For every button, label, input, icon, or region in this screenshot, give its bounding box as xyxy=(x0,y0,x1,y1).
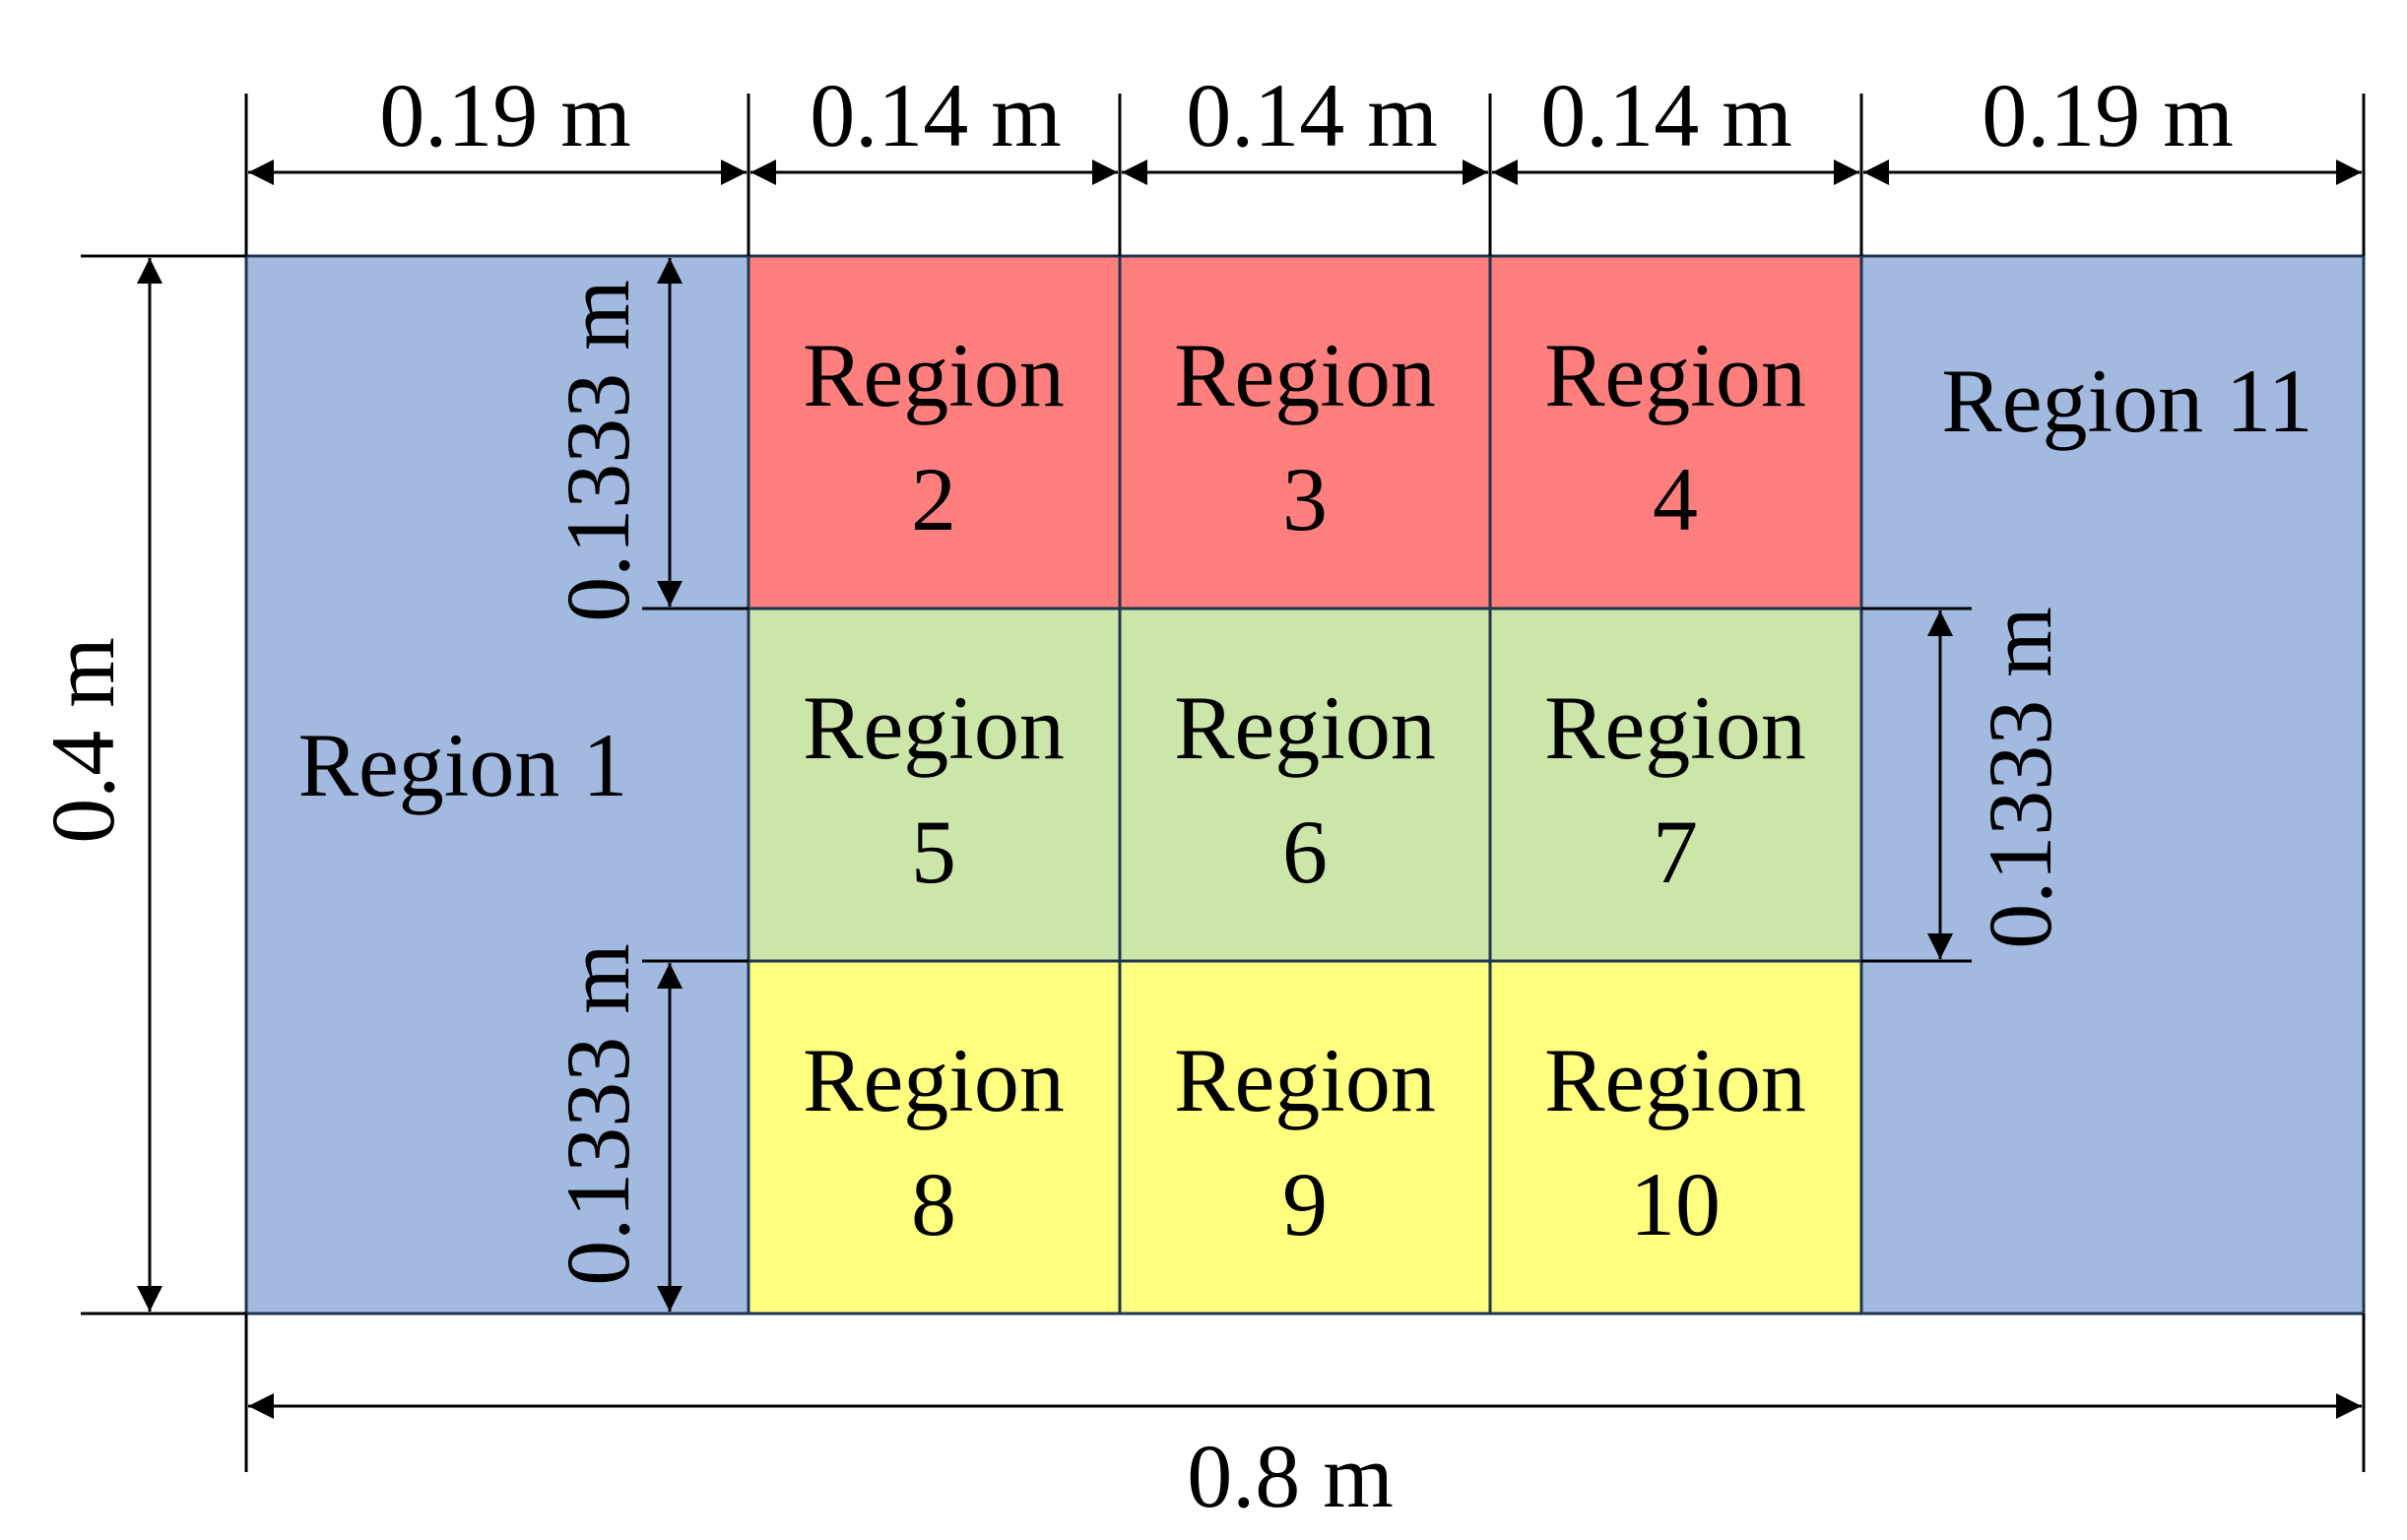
region-7-number: 7 xyxy=(1653,802,1698,902)
region-1-label: Region 1 xyxy=(298,715,628,815)
region-6-label: Region xyxy=(1174,677,1436,778)
region-4-number: 4 xyxy=(1653,449,1698,549)
region-9-label: Region xyxy=(1174,1030,1436,1130)
region-4 xyxy=(1488,254,1863,610)
dim-label-left: 0.4 m xyxy=(33,637,133,844)
region-6 xyxy=(1118,607,1492,963)
region-8-number: 8 xyxy=(911,1154,956,1254)
dim-label-top-4: 0.14 m xyxy=(1540,65,1792,165)
region-2-number: 2 xyxy=(911,449,956,549)
region-2 xyxy=(747,254,1122,610)
region-7-label: Region xyxy=(1544,677,1806,778)
dim-label-lower-left: 0.1333 m xyxy=(548,943,648,1286)
region-5-label: Region xyxy=(803,677,1065,778)
region-3-label: Region xyxy=(1174,325,1436,425)
region-8 xyxy=(747,959,1122,1315)
region-2-label: Region xyxy=(803,325,1065,425)
left-extension-lines xyxy=(81,254,246,1315)
region-5-number: 5 xyxy=(911,802,956,902)
region-10-number: 10 xyxy=(1630,1154,1721,1254)
dim-label-top-2: 0.14 m xyxy=(810,65,1062,165)
region-5 xyxy=(747,607,1122,963)
region-10-label: Region xyxy=(1544,1030,1806,1130)
region-3 xyxy=(1118,254,1492,610)
region-4-label: Region xyxy=(1544,325,1806,425)
region-11-label: Region 11 xyxy=(1941,351,2312,451)
region-10 xyxy=(1488,959,1863,1315)
region-3-number: 3 xyxy=(1282,449,1328,549)
dim-label-top-1: 0.19 m xyxy=(379,65,631,165)
top-extension-lines xyxy=(244,94,2366,256)
region-9 xyxy=(1118,959,1492,1315)
region-7 xyxy=(1488,607,1863,963)
dim-label-right: 0.1333 m xyxy=(1970,607,2070,949)
dim-label-top-5: 0.19 m xyxy=(1982,65,2234,165)
dim-label-upper-left: 0.1333 m xyxy=(548,280,648,622)
region-9-number: 9 xyxy=(1282,1154,1328,1254)
dim-label-bottom: 0.8 m xyxy=(1187,1426,1394,1526)
bottom-extension-lines xyxy=(244,1314,2366,1472)
dim-label-top-3: 0.14 m xyxy=(1186,65,1438,165)
region-8-label: Region xyxy=(803,1030,1065,1130)
region-6-number: 6 xyxy=(1282,802,1328,902)
